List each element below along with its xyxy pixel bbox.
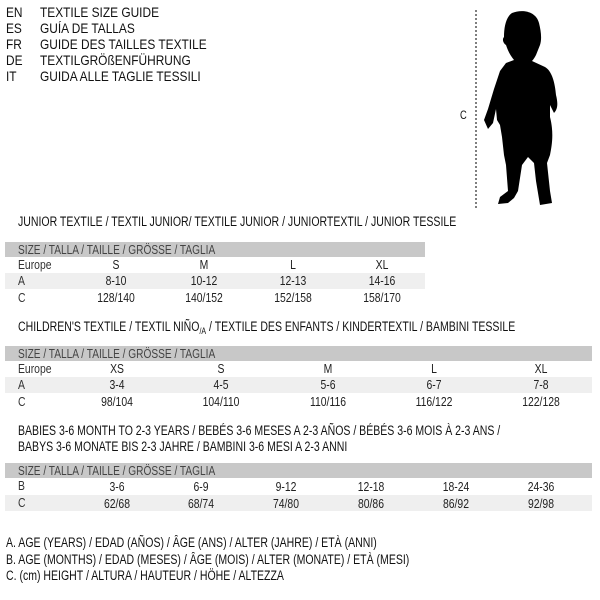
table-header-label: SIZE / TALLA / TAILLE / GRÖSSE / TAGLIA [18,463,216,478]
lang-title: GUIDA ALLE TAGLIE TESSILI [40,68,201,84]
row-label: C [18,495,26,510]
table-cell: 4-5 [213,377,229,392]
lang-code: ES [6,20,22,36]
table-cell: 9-12 [275,479,297,494]
table-cell: 12-13 [279,273,307,288]
lang-title: GUÍA DE TALLAS [40,20,135,36]
table-cell: 74/80 [272,496,300,511]
row-label: A [18,273,25,288]
table-cell: 68/74 [187,496,215,511]
table-header [5,346,592,361]
babies-section-title-line2: BABYS 3-6 MONATE BIS 2-3 JAHRE / BAMBINI… [18,439,348,454]
table-cell: 7-8 [533,377,549,392]
table-cell: 8-10 [105,273,127,288]
table-cell: 10-12 [190,273,218,288]
table-cell: 62/68 [103,496,131,511]
table-cell: 104/110 [202,394,240,409]
table-cell: 158/170 [363,290,401,305]
table-cell: 92/98 [527,496,555,511]
lang-code: DE [6,52,23,68]
row-shade [5,273,425,289]
table-cell: M [199,257,209,272]
table-cell: M [323,361,333,376]
table-cell: 110/116 [309,394,347,409]
row-label: Europe [18,361,52,376]
legend-item: C. (cm) HEIGHT / ALTURA / HAUTEUR / HÖHE… [6,568,284,583]
table-cell: XS [110,361,124,376]
junior-section-title: JUNIOR TEXTILE / TEXTIL JUNIOR/ TEXTILE … [18,214,457,229]
row-shade [5,495,592,511]
table-header [5,242,425,257]
legend-item: B. AGE (MONTHS) / EDAD (MESES) / ÂGE (MO… [6,552,410,567]
lang-title: TEXTILE SIZE GUIDE [40,4,160,20]
table-cell: 14-16 [368,273,396,288]
children-section-title: CHILDREN'S TEXTILE / TEXTIL NIÑO/A / TEX… [18,319,516,336]
table-cell: XL [534,361,548,376]
table-cell: 6-9 [193,479,209,494]
table-cell: 152/158 [274,290,312,305]
table-cell: S [217,361,225,376]
lang-code: FR [6,36,22,52]
row-label: C [18,394,26,409]
table-cell: 128/140 [97,290,135,305]
table-cell: L [431,361,437,376]
babies-section-title-line1: BABIES 3-6 MONTH TO 2-3 YEARS / BEBÉS 3-… [18,423,501,438]
row-label: C [18,290,26,305]
measure-label: C [460,108,467,122]
table-cell: 3-6 [109,479,125,494]
table-header [5,463,592,478]
table-cell: 5-6 [320,377,336,392]
table-cell: 18-24 [442,479,470,494]
table-cell: 140/152 [185,290,223,305]
table-cell: 122/128 [522,394,560,409]
table-cell: 86/92 [442,496,470,511]
row-label: A [18,377,25,392]
table-header-label: SIZE / TALLA / TAILLE / GRÖSSE / TAGLIA [18,346,216,361]
table-cell: 98/104 [101,394,133,409]
legend-item: A. AGE (YEARS) / EDAD (AÑOS) / ÂGE (ANS)… [6,535,377,550]
table-header-label: SIZE / TALLA / TAILLE / GRÖSSE / TAGLIA [18,242,216,257]
row-shade [5,377,592,393]
lang-title: TEXTILGRÖßENFÜHRUNG [40,52,191,68]
table-cell: 12-18 [357,479,385,494]
table-cell: S [112,257,120,272]
lang-title: GUIDE DES TAILLES TEXTILE [40,36,207,52]
table-cell: 80/86 [357,496,385,511]
child-silhouette-icon [475,10,558,208]
row-label: Europe [18,257,52,272]
lang-code: IT [6,68,17,84]
table-cell: 116/122 [415,394,453,409]
table-cell: 3-4 [109,377,125,392]
table-cell: L [290,257,296,272]
table-cell: XL [375,257,389,272]
table-cell: 6-7 [426,377,442,392]
row-label: B [18,478,25,493]
table-cell: 24-36 [527,479,555,494]
lang-code: EN [6,4,23,20]
